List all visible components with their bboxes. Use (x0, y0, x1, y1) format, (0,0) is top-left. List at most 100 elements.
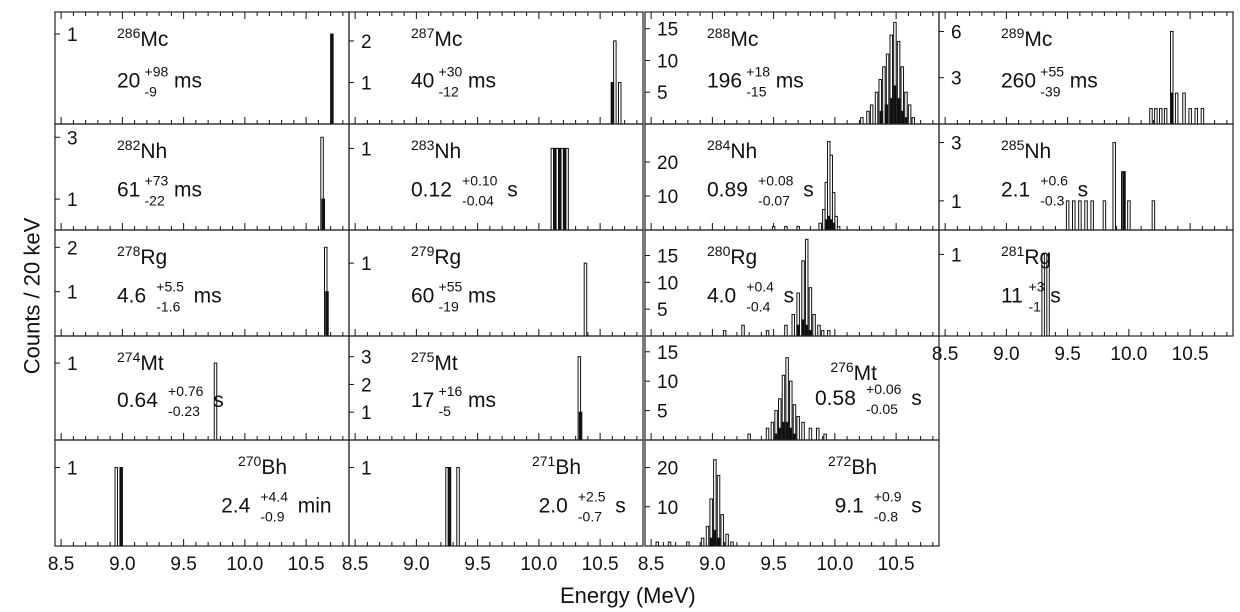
y-tick-label: 1 (67, 354, 78, 375)
half-life-label: 17 +16 -5 ms (411, 383, 496, 419)
half-life-label: 2.1 +0.6 -0.3 s (1001, 172, 1088, 208)
filled-bar (900, 110, 905, 125)
filled-bar (778, 427, 782, 441)
element-symbol: Nh (1024, 140, 1051, 163)
half-life-value: 0.89 (707, 178, 748, 201)
panel-frame (348, 439, 644, 547)
open-bar (1151, 200, 1156, 231)
isotope-label: 284Nh (707, 137, 757, 163)
panel-278Rg: 1 2 278Rg 4.6 +5.5 -1.6 ms (54, 229, 350, 337)
open-bar (765, 330, 770, 337)
isotope-label: 281Rg (1001, 243, 1051, 269)
open-bar (791, 314, 795, 337)
y-tick-label: 3 (361, 348, 372, 369)
open-bar (784, 324, 788, 337)
open-bar (722, 330, 727, 337)
filled-bar (889, 98, 893, 125)
panel-270Bh: 8.5 9.0 9.5 10.0 10.5 1 270Bh 2.4 +4.4 -0.9 min (48, 439, 350, 575)
filled-bar (578, 411, 583, 441)
element-symbol: Bh (555, 456, 581, 479)
open-bar (1065, 200, 1070, 231)
half-life-lower: -0.05 (866, 401, 898, 417)
half-life-label: 4.6 +5.5 -1.6 ms (117, 278, 222, 314)
half-life-unit: s (911, 494, 922, 517)
element-symbol: Bh (851, 456, 877, 479)
filled-bar (904, 117, 908, 125)
y-tick-label: 5 (657, 83, 668, 104)
panel-frame (644, 439, 940, 547)
filled-bar (785, 421, 789, 441)
y-tick-label: 1 (951, 192, 962, 213)
y-tick-label: 15 (657, 343, 678, 364)
element-symbol: Nh (730, 140, 757, 163)
half-life-upper: +0.9 (874, 488, 902, 504)
open-bar (1127, 200, 1131, 231)
half-life-value: 40 (411, 70, 434, 93)
y-tick-label: 1 (361, 459, 372, 480)
open-bar (1102, 200, 1107, 231)
half-life-lower: -5 (439, 403, 452, 419)
filled-bar (1170, 92, 1174, 125)
half-life-upper: +3 (1029, 278, 1045, 294)
panel-271Bh: 8.5 9.0 9.5 10.0 10.5 1 271Bh 2.0 +2.5 -0.7 s (342, 439, 644, 575)
half-life-unit: s (615, 494, 626, 517)
y-tick-label: 1 (361, 73, 372, 94)
y-tick-label: 15 (657, 246, 678, 267)
isotope-label: 282Nh (117, 137, 167, 163)
filled-bar (119, 467, 123, 547)
mass-number: 284 (707, 137, 731, 153)
filled-bar (716, 537, 721, 547)
filled-bar (879, 110, 884, 125)
isotope-label: 275Mt (411, 349, 458, 375)
filled-bar (884, 104, 889, 125)
y-tick-label: 1 (361, 139, 372, 160)
mass-number: 281 (1001, 243, 1025, 259)
mass-number: 282 (117, 137, 141, 153)
half-life-lower: -1.6 (156, 298, 180, 314)
panel-frame (54, 439, 350, 547)
panel-283Nh: 1 283Nh 0.12 +0.10 -0.04 s (348, 123, 644, 231)
half-life-value: 2.1 (1001, 178, 1030, 201)
half-life-upper: +98 (145, 64, 169, 80)
filled-bar (774, 433, 778, 441)
y-tick-label: 5 (657, 402, 668, 423)
half-life-upper: +0.76 (168, 383, 204, 399)
half-life-value: 60 (411, 284, 434, 307)
y-tick-label: 1 (67, 25, 78, 46)
isotope-label: 279Rg (411, 243, 461, 269)
filled-bar (789, 427, 793, 441)
half-life-label: 2.4 +4.4 -0.9 min (221, 488, 331, 524)
open-bar (869, 104, 874, 125)
x-tick-label: 8.5 (342, 554, 368, 575)
half-life-lower: -39 (1040, 84, 1060, 100)
panel-274Mt: 1 274Mt 0.64 +0.76 -0.23 s (54, 335, 350, 441)
half-life-lower: -1 (1029, 298, 1042, 314)
open-bar (817, 324, 821, 337)
open-bar (700, 537, 705, 547)
half-life-lower: -0.23 (168, 403, 200, 419)
half-life-lower: -0.07 (758, 192, 790, 208)
mass-number: 272 (828, 453, 852, 469)
filled-bar (325, 291, 329, 337)
isotope-label: 287Mc (411, 25, 462, 51)
filled-bar (447, 467, 452, 547)
half-life-label: 60 +55 -19 ms (411, 278, 496, 314)
open-bar (1200, 108, 1205, 125)
half-life-lower: -0.04 (462, 192, 494, 208)
half-life-label: 9.1 +0.9 -0.8 s (835, 488, 922, 524)
y-tick-label: 3 (67, 128, 78, 149)
open-bar (114, 467, 119, 547)
half-life-value: 260 (1001, 70, 1036, 93)
half-life-lower: -9 (145, 84, 158, 100)
element-symbol: Mt (854, 362, 877, 385)
open-bar (823, 433, 827, 441)
half-life-value: 2.4 (221, 494, 251, 517)
panel-frame (54, 229, 350, 337)
filled-bar (893, 85, 897, 125)
y-tick-label: 20 (657, 459, 678, 480)
panel-frame (938, 229, 1234, 337)
half-life-value: 20 (117, 70, 140, 93)
open-bar (816, 427, 820, 441)
